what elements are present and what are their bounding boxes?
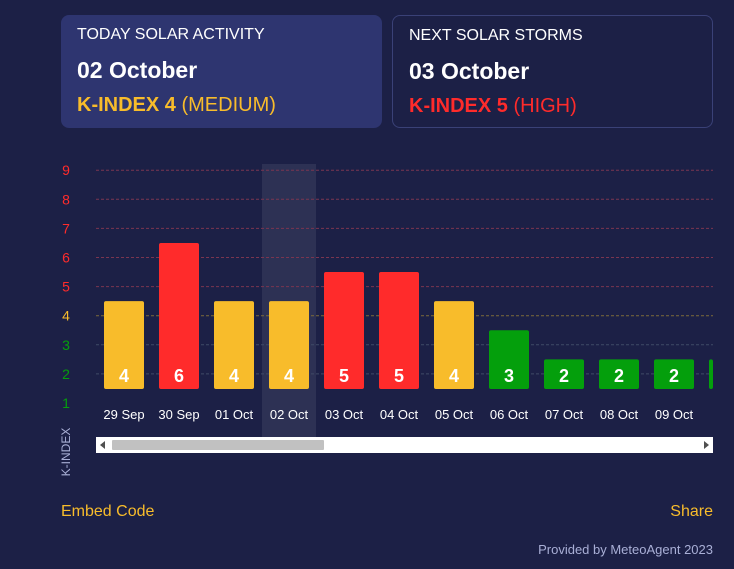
y-tick-label: 5 xyxy=(62,279,70,295)
bar xyxy=(654,359,694,389)
x-tick-label: 29 Sep xyxy=(103,407,144,422)
bar-value-label: 2 xyxy=(614,366,624,386)
x-tick-label: 07 Oct xyxy=(545,407,584,422)
bar xyxy=(434,301,474,389)
x-tick-label: 08 Oct xyxy=(600,407,639,422)
today-date: 02 October xyxy=(77,57,198,83)
provided-by-text: Provided by MeteoAgent 2023 xyxy=(538,542,713,557)
y-tick-label: 1 xyxy=(62,395,70,411)
y-tick-label: 6 xyxy=(62,250,70,266)
y-tick-label: 4 xyxy=(62,308,70,324)
bar-value-label: 4 xyxy=(119,366,129,386)
bar xyxy=(709,359,713,389)
bar xyxy=(269,301,309,389)
y-tick-label: 9 xyxy=(62,162,70,178)
chart-scrollbar[interactable] xyxy=(96,437,713,453)
bar xyxy=(214,301,254,389)
highlight-band xyxy=(262,164,316,437)
bar xyxy=(324,272,364,389)
x-tick-label: 05 Oct xyxy=(435,407,474,422)
y-tick-label: 3 xyxy=(62,337,70,353)
bar-value-label: 4 xyxy=(284,366,294,386)
y-tick-label: 2 xyxy=(62,366,70,382)
next-kindex-line: K-INDEX 5 (HIGH) xyxy=(409,95,696,118)
bar-value-label: 5 xyxy=(394,366,404,386)
next-kindex: K-INDEX 5 xyxy=(409,95,508,117)
today-card: TODAY SOLAR ACTIVITY 02 October K-INDEX … xyxy=(61,15,382,128)
y-tick-label: 8 xyxy=(62,191,70,207)
embed-code-link[interactable]: Embed Code xyxy=(61,503,155,520)
x-tick-label: 03 Oct xyxy=(325,407,364,422)
x-tick-label: 30 Sep xyxy=(158,407,199,422)
bar xyxy=(489,330,529,389)
x-tick-label: 02 Oct xyxy=(270,407,309,422)
next-date: 03 October xyxy=(409,58,530,84)
next-storm-card: NEXT SOLAR STORMS 03 October K-INDEX 5 (… xyxy=(392,15,713,128)
next-label: NEXT SOLAR STORMS xyxy=(409,27,583,44)
today-kindex: K-INDEX 4 xyxy=(77,94,176,116)
bar xyxy=(159,242,199,389)
x-tick-label: 06 Oct xyxy=(490,407,529,422)
x-tick-label: 09 Oct xyxy=(655,407,694,422)
bar-value-label: 6 xyxy=(174,366,184,386)
today-level: (MEDIUM) xyxy=(181,94,276,116)
bar-value-label: 2 xyxy=(559,366,569,386)
bar xyxy=(544,359,584,389)
y-tick-label: 7 xyxy=(62,220,70,236)
bar xyxy=(379,272,419,389)
bar-value-label: 5 xyxy=(339,366,349,386)
bar xyxy=(104,301,144,389)
bar-value-label: 4 xyxy=(229,366,239,386)
today-kindex-line: K-INDEX 4 (MEDIUM) xyxy=(77,94,366,117)
scroll-right-icon[interactable] xyxy=(704,441,709,449)
x-tick-label: 01 Oct xyxy=(215,407,254,422)
y-axis-label: K-INDEX xyxy=(59,428,73,477)
kindex-chart: 1 2 3 4 5 6 7 8 9 K-INDEX 4 6 4 4 5 5 4 3 2 2 2 29 Sep 30 Sep 0… xyxy=(59,162,713,477)
scroll-left-icon[interactable] xyxy=(100,441,105,449)
today-label: TODAY SOLAR ACTIVITY xyxy=(77,26,265,43)
x-tick-label: 04 Oct xyxy=(380,407,419,422)
scrollbar-thumb[interactable] xyxy=(112,440,324,450)
bar-value-label: 3 xyxy=(504,366,514,386)
bar xyxy=(599,359,639,389)
bar-value-label: 2 xyxy=(669,366,679,386)
next-level: (HIGH) xyxy=(513,95,577,117)
share-link[interactable]: Share xyxy=(670,503,713,520)
bar-value-label: 4 xyxy=(449,366,459,386)
